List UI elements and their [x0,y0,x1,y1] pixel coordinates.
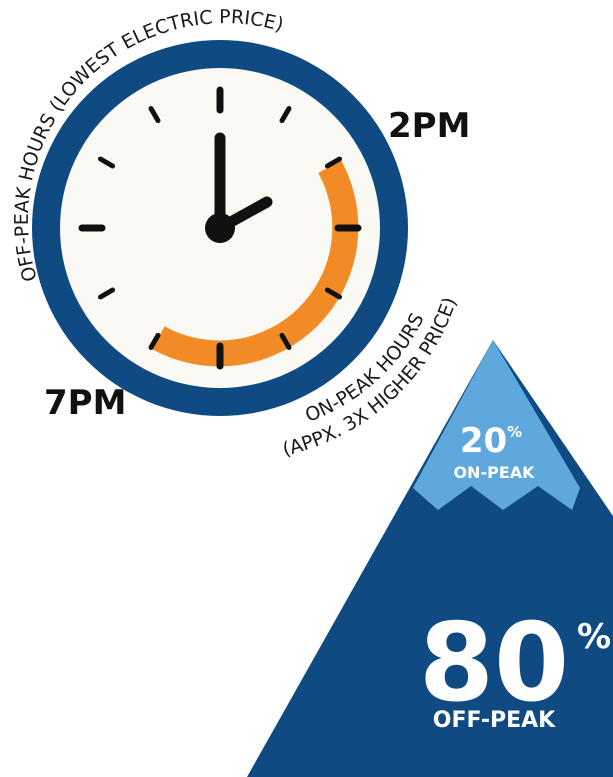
clock-tick [148,332,161,351]
on-peak-percent-sign: % [507,423,522,441]
clock [32,40,408,416]
off-peak-percent-value: 80 [419,601,569,726]
clock-tick [97,287,116,300]
clock-tick [97,156,116,169]
end-time-label: 7PM [44,383,126,423]
clock-tick [324,156,343,169]
clock-tick [279,332,292,351]
clock-ticks [78,86,362,370]
on-peak-arc [152,160,359,367]
start-time-label: 2PM [388,106,470,146]
mountain-on-peak-section [413,340,580,510]
clock-center-pin [205,213,235,243]
off-peak-percent-sign: % [577,617,611,657]
on-peak-label: ON-PEAK [453,463,535,482]
on-peak-percent: 20% [460,421,522,461]
peak-mountain: 20% ON-PEAK 80 % OFF-PEAK [247,340,613,777]
off-peak-label: OFF-PEAK [433,708,556,733]
clock-tick [324,287,343,300]
clock-tick [148,105,161,124]
clock-tick [279,105,292,124]
